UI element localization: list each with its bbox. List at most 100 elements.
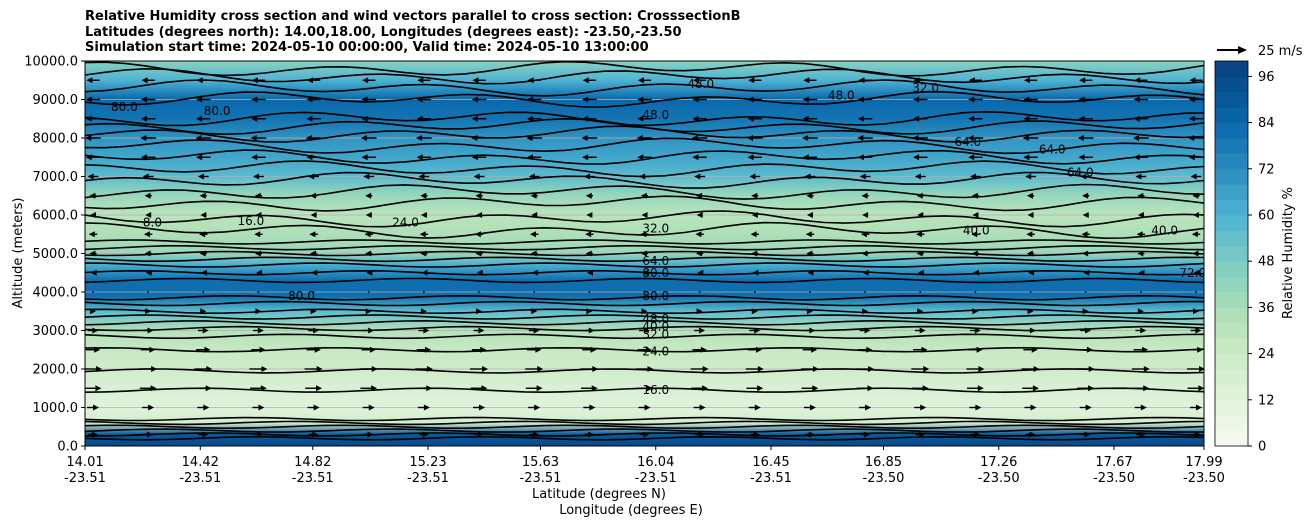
wind-vector — [585, 192, 593, 199]
x-tick-label-lat: 15.63 — [522, 455, 559, 470]
contour-line — [85, 277, 1204, 284]
colorbar-band — [1215, 122, 1248, 139]
wind-vector — [1080, 431, 1091, 438]
wind-vector — [142, 327, 154, 334]
wind-vector — [253, 173, 264, 180]
wind-vector — [140, 96, 156, 103]
wind-vector — [1026, 192, 1035, 199]
x-tick-label-lat: 14.01 — [66, 455, 103, 470]
wind-vector — [1133, 115, 1149, 122]
wind-vector — [308, 431, 319, 438]
wind-vector — [361, 346, 376, 353]
wind-vector — [471, 96, 487, 103]
colorbar-tick-label: 24 — [1258, 347, 1275, 362]
wind-vector — [745, 366, 764, 372]
wind-vector — [1023, 346, 1038, 353]
wind-vector — [531, 212, 538, 218]
wind-vector — [1131, 366, 1150, 372]
wind-vector — [643, 291, 646, 293]
wind-vector — [913, 77, 927, 84]
wind-vector — [1193, 212, 1199, 218]
wind-vector — [200, 269, 207, 276]
wind-vector — [141, 77, 155, 84]
wind-vector — [140, 115, 156, 122]
wind-vector — [1082, 308, 1089, 315]
wind-vector — [1081, 231, 1090, 238]
wind-vector — [750, 231, 759, 238]
wind-vector — [582, 77, 596, 84]
wind-vector — [1078, 115, 1093, 122]
contour-label: 64.0 — [1067, 166, 1094, 180]
wind-vector — [915, 431, 926, 438]
x-tick-label-lon: -23.51 — [64, 471, 106, 486]
contour-line — [85, 67, 1204, 85]
wind-vector — [365, 212, 372, 218]
colorbar-band — [1215, 199, 1248, 216]
wind-vector — [1076, 366, 1095, 372]
wind-vector — [642, 269, 649, 276]
wind-vector — [529, 431, 539, 438]
quiver-key: 25 m/s — [1217, 44, 1303, 59]
wind-vector — [475, 250, 483, 257]
wind-vector — [1022, 135, 1039, 141]
colorbar-band — [1215, 322, 1248, 339]
wind-vector — [637, 77, 652, 84]
wind-vector — [586, 269, 593, 276]
wind-vector — [802, 135, 818, 141]
wind-vector — [416, 115, 432, 122]
colorbar-tick-label: 60 — [1258, 209, 1275, 224]
wind-vector — [639, 173, 650, 180]
wind-vector — [360, 135, 377, 141]
contour-line — [85, 314, 1204, 320]
wind-vector — [197, 327, 209, 334]
wind-vector — [585, 250, 593, 257]
wind-vector — [251, 115, 266, 122]
wind-vector — [419, 231, 429, 238]
x-axis-label-2: Longitude (degrees E) — [559, 503, 703, 518]
contour-label: 64.0 — [642, 254, 669, 268]
wind-vector — [307, 404, 320, 411]
contour-label: 64.0 — [954, 135, 981, 149]
x-tick-label-lon: -23.51 — [407, 471, 449, 486]
wind-vector — [199, 231, 208, 238]
wind-vector — [530, 192, 538, 199]
colorbar-band — [1215, 107, 1248, 124]
wind-vector — [691, 385, 709, 392]
colorbar-tick-label: 12 — [1258, 393, 1275, 408]
wind-vector — [588, 291, 591, 293]
colorbar-band — [1215, 415, 1248, 432]
wind-vector — [747, 115, 762, 122]
wind-vector — [747, 346, 762, 353]
x-tick-label-lat: 14.42 — [182, 455, 219, 470]
wind-vector — [1025, 431, 1036, 438]
contour-line — [85, 244, 1204, 251]
colorbar-band — [1215, 338, 1248, 355]
wind-vector — [862, 308, 869, 315]
wind-vector — [363, 431, 374, 438]
wind-vector — [803, 77, 817, 84]
contour-line — [85, 171, 1204, 189]
wind-vector — [143, 431, 153, 438]
wind-vector — [752, 269, 759, 276]
wind-vector — [473, 173, 485, 180]
wind-vector — [1136, 431, 1146, 438]
wind-vector — [86, 77, 100, 84]
wind-vector — [1190, 173, 1202, 180]
contour-label: 80.0 — [642, 266, 669, 280]
contour-line — [85, 262, 1204, 268]
contour-label: 16.0 — [642, 383, 669, 397]
wind-vector — [913, 346, 928, 353]
wind-vector — [530, 231, 539, 238]
wind-vector — [1190, 327, 1202, 334]
wind-vector — [256, 269, 263, 276]
wind-vector — [257, 291, 260, 293]
wind-vector — [420, 192, 428, 199]
wind-vector — [640, 231, 649, 238]
wind-vector — [475, 192, 483, 199]
wind-vector — [912, 135, 929, 141]
wind-vector — [747, 135, 763, 141]
wind-vector — [911, 385, 929, 392]
colorbar-tick-label: 84 — [1258, 116, 1275, 131]
wind-vector — [140, 346, 156, 353]
wind-vector — [580, 385, 598, 392]
